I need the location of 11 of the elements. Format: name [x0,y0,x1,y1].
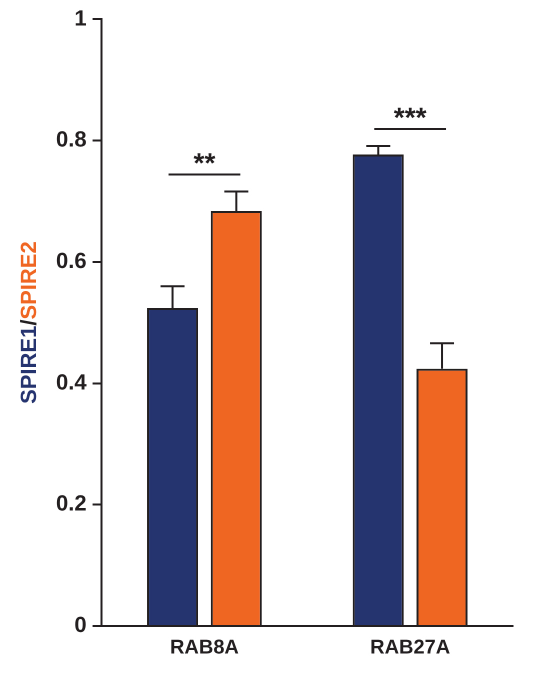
y-tick-label: 0.6 [56,248,87,273]
y-axis-title: SPIRE1/SPIRE2 [16,241,42,404]
x-tick-label: RAB8A [170,636,239,659]
y-tick-label: 0 [74,612,87,638]
y-tick-label: 0.8 [56,126,87,152]
annotation: ** [194,148,216,179]
y-tick-label: 0.4 [56,369,88,394]
x-tick-label: RAB27A [370,636,450,659]
y-tick-label: 0.2 [56,490,87,516]
y-tick-label: 1 [74,5,87,30]
annotation: *** [394,102,427,134]
